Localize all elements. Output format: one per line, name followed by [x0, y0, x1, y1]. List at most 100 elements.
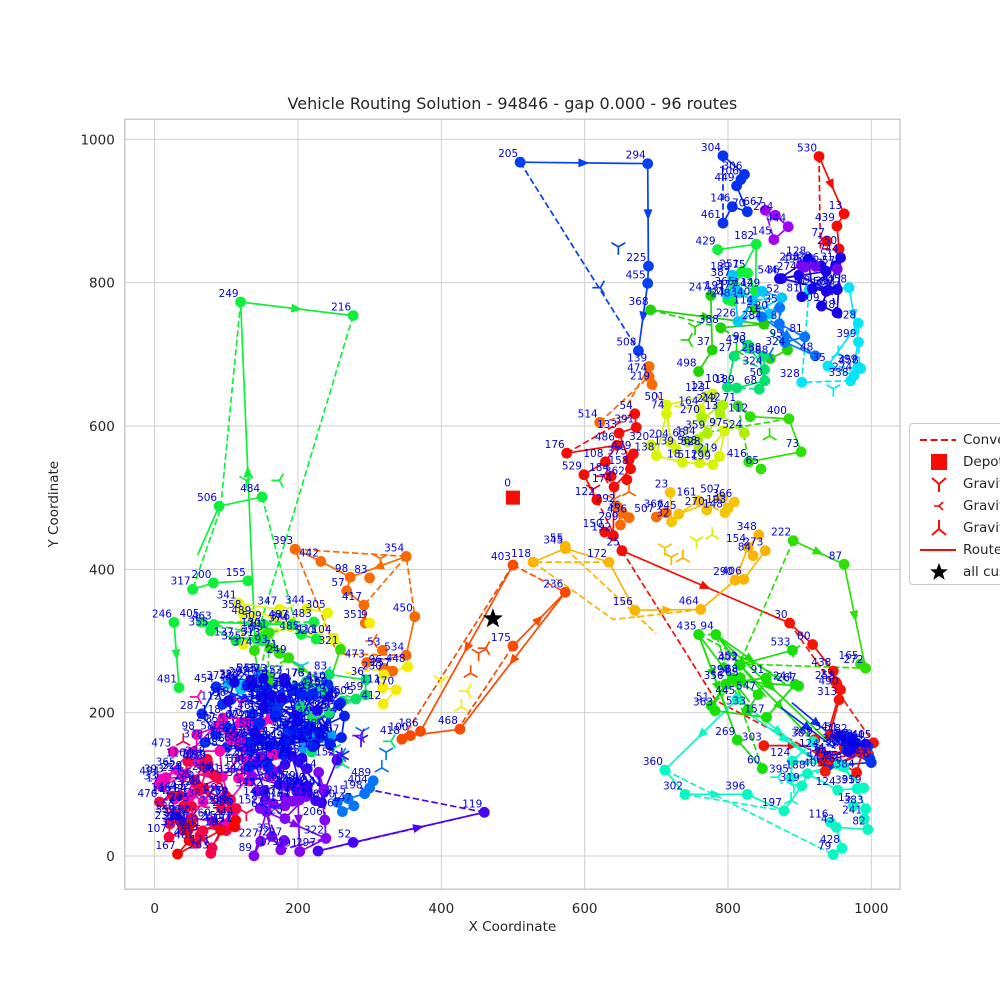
plot-title: Vehicle Routing Solution - 94846 - gap 0…: [288, 94, 738, 113]
customer-point: [212, 720, 224, 732]
customer-point: [831, 263, 843, 275]
customer-label: 403: [491, 551, 511, 563]
route-path-solid: [737, 290, 763, 323]
route-arrow: [848, 308, 858, 321]
customer-point: [848, 800, 859, 812]
customer-label: 249: [219, 288, 239, 300]
customer-point: [213, 500, 225, 512]
customer-label: 81: [789, 323, 802, 335]
customer-point: [310, 633, 322, 645]
customer-label: 320: [309, 721, 329, 733]
customer-point: [328, 632, 339, 644]
customer-label: 222: [771, 527, 791, 539]
customer-label: 80: [797, 631, 810, 643]
gravity-marker-arm: [278, 480, 285, 488]
customer-label: 12: [846, 737, 859, 749]
customer-point: [207, 577, 219, 589]
customer-label: 365: [714, 276, 734, 288]
customer-label: 13: [290, 723, 303, 735]
legend: Conve Depot Gravit Gravit Gravit Route all cus: [909, 423, 1000, 585]
customer-label: 249: [267, 644, 287, 656]
gravity-marker-arm: [769, 435, 777, 441]
customer-label: 30: [322, 788, 335, 800]
customer-label: 384: [248, 731, 268, 743]
customer-point: [377, 698, 389, 710]
customer-label: 39: [214, 786, 227, 798]
customer-point: [377, 644, 388, 656]
customer-label: 51: [794, 276, 807, 288]
customer-label: 303: [742, 732, 762, 744]
customer-point: [813, 151, 825, 162]
customer-label: 157: [263, 669, 283, 681]
route-arrow: [271, 614, 284, 623]
customer-point: [642, 277, 654, 289]
customer-label: 319: [186, 750, 206, 762]
customer-point: [742, 704, 754, 716]
customer-label: 195: [214, 795, 234, 807]
customer-point: [400, 551, 412, 562]
customer-label: 248: [711, 287, 731, 299]
customer-label: 111: [360, 674, 380, 686]
customer-label: 285: [719, 667, 739, 679]
customer-label: 68: [167, 810, 180, 822]
customer-label: 274: [777, 261, 797, 273]
customer-point: [764, 308, 776, 320]
route-path-solid: [765, 683, 796, 718]
gravity-marker-arm: [240, 697, 248, 703]
route-arrow: [662, 605, 674, 615]
gravity-marker-arm: [374, 767, 383, 773]
customer-point: [827, 665, 839, 677]
customer-point: [808, 259, 820, 271]
gravity-marker-arm: [790, 799, 799, 805]
route-arrow: [849, 609, 859, 622]
customer-label: 320: [322, 702, 342, 714]
customer-label: 322: [233, 750, 253, 762]
gravity-marker-arm: [696, 535, 704, 542]
gravity-marker-arm: [675, 557, 684, 563]
customer-label: 528: [681, 436, 701, 448]
customer-label: 130: [241, 617, 261, 629]
route-arrow: [464, 641, 474, 653]
customer-point: [694, 457, 705, 469]
gravity-marker-arm: [239, 475, 247, 482]
customer-label: 158: [198, 737, 218, 749]
route-path-solid: [697, 295, 714, 372]
customer-label: 442: [299, 547, 319, 559]
legend-label: Route: [963, 542, 1000, 558]
customer-label: 270: [680, 404, 700, 416]
customer-label: 125: [280, 744, 300, 756]
gravity-marker-arm: [460, 706, 469, 712]
customer-label: 198: [343, 780, 363, 792]
customer-point: [759, 364, 770, 375]
customer-label: 512: [677, 449, 697, 461]
customer-label: 302: [265, 772, 285, 784]
customer-point: [706, 344, 718, 356]
customer-label: 402: [718, 651, 738, 663]
customer-label: 201: [247, 619, 267, 631]
customer-point: [210, 681, 222, 693]
customer-label: 82: [852, 815, 865, 827]
customer-point: [741, 788, 753, 800]
customer-point: [855, 363, 867, 374]
customer-point: [827, 849, 839, 860]
customer-point: [243, 761, 255, 773]
route-path-solid: [743, 550, 766, 580]
customer-point: [350, 693, 362, 705]
customer-label: 176: [545, 439, 565, 451]
customer-label: 241: [842, 805, 862, 817]
customer-point: [831, 220, 843, 232]
customer-label: 84: [173, 783, 187, 795]
customer-label: 336: [163, 811, 183, 823]
customer-point: [774, 302, 786, 314]
customer-label: 152: [315, 746, 335, 758]
customer-point: [701, 504, 713, 516]
gravity-marker-arm: [359, 735, 366, 743]
route-path-solid: [192, 579, 248, 591]
customer-point: [755, 463, 767, 475]
customer-point: [629, 408, 641, 420]
customer-label: 454: [194, 673, 214, 685]
customer-label: 155: [226, 567, 246, 579]
customer-label: 405: [851, 729, 871, 741]
customer-point: [758, 740, 770, 752]
